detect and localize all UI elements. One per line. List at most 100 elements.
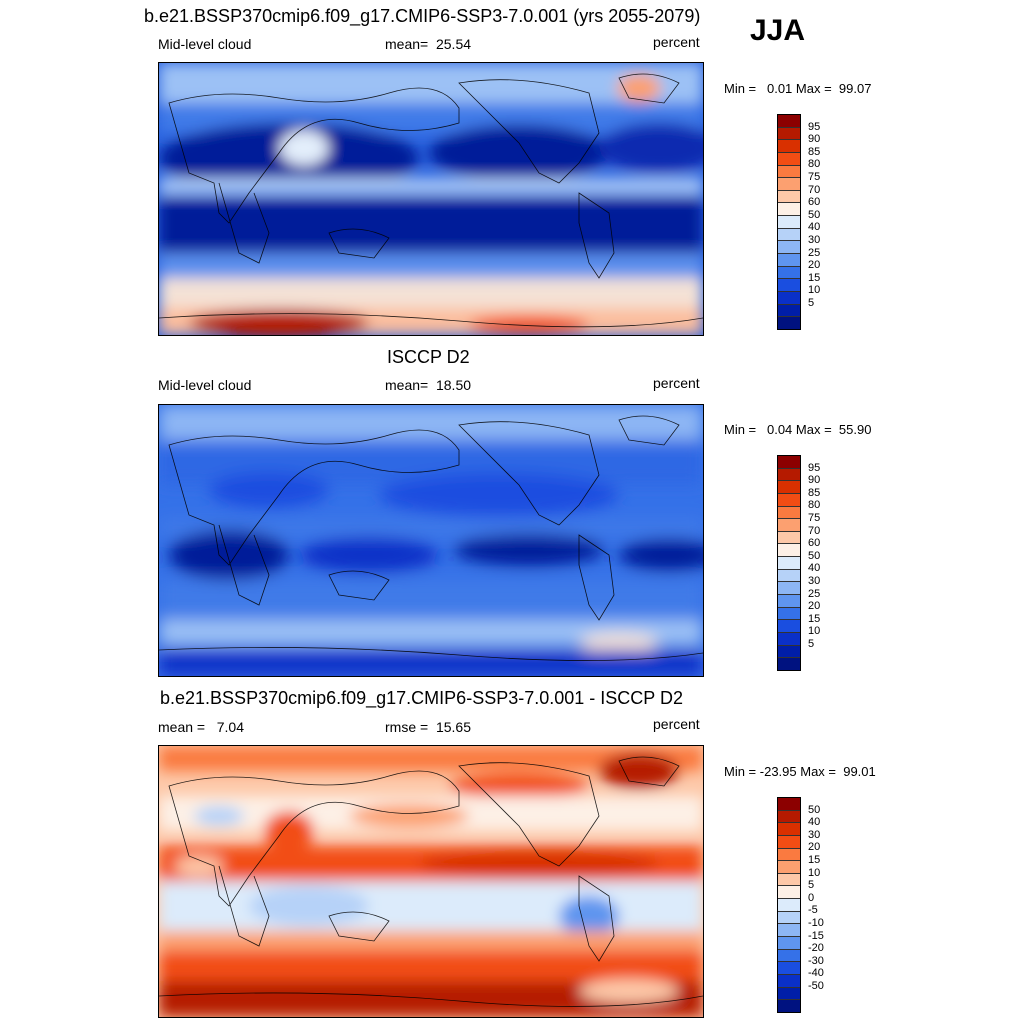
panel-1-colorbar-box: [778, 165, 800, 179]
panel-3-colorbar-box: [778, 924, 800, 938]
panel-3-colorbar-box: [778, 861, 800, 874]
panel-3-colorbar-box: [778, 798, 800, 811]
colorbar-tick-label: 60: [808, 537, 821, 550]
panel-1-mean-label: mean= 25.54: [385, 36, 472, 52]
panel-1-variable-label: Mid-level cloud: [158, 36, 252, 52]
panel-1-colorbar-box: [778, 291, 800, 305]
panel-3-colorbar-box: [778, 886, 800, 900]
colorbar-tick-label: 50: [808, 803, 821, 816]
panel-2-colorbar-box: [778, 620, 800, 633]
colorbar-tick-label: 25: [808, 246, 821, 259]
colorbar-tick-label: 10: [808, 284, 821, 297]
colorbar-tick-label: -20: [808, 942, 824, 955]
panel-1-map: [158, 62, 704, 336]
panel-3-colorbar-box: [778, 974, 800, 988]
panel-3-colorbar-box: [778, 962, 800, 975]
panel-2-colorbar-box: [778, 582, 800, 596]
panel-1-colorbar-box: [778, 241, 800, 255]
panel-1-minmax: Min = 0.01 Max = 99.07: [724, 81, 872, 96]
panel-2-colorbar-box: [778, 632, 800, 646]
colorbar-tick-label: -5: [808, 904, 818, 917]
panel-2-minmax: Min = 0.04 Max = 55.90: [724, 422, 872, 437]
colorbar-tick-label: 10: [808, 625, 821, 638]
panel-3-rmse-label: rmse = 15.65: [385, 719, 471, 735]
panel-3-colorbar-box: [778, 835, 800, 849]
panel-3-colorbar-box: [778, 873, 800, 887]
panel-2-colorbar-box: [778, 506, 800, 520]
panel-3-colorbar-box: [778, 1000, 800, 1012]
panel-2-mean-label: mean= 18.50: [385, 377, 472, 393]
panel-1-colorbar-box: [778, 304, 800, 318]
colorbar-tick-label: 70: [808, 524, 821, 537]
panel-2-units-label: percent: [653, 375, 700, 391]
colorbar-tick-label: 60: [808, 196, 821, 209]
panel-2-colorbar-box: [778, 531, 800, 545]
panel-1-colorbar: [777, 114, 801, 330]
panel-2-colorbar-box: [778, 658, 800, 670]
colorbar-tick-label: 40: [808, 816, 821, 829]
panel-3-mean-label: mean = 7.04: [158, 719, 245, 735]
panel-1-colorbar-box: [778, 127, 800, 141]
panel-1-colorbar-box: [778, 190, 800, 204]
colorbar-tick-label: 95: [808, 461, 821, 474]
panel-1-colorbar-box: [778, 140, 800, 153]
panel-3-colorbar-box: [778, 937, 800, 950]
panel-1-colorbar-box: [778, 152, 800, 166]
colorbar-tick-label: 70: [808, 183, 821, 196]
panel-1-colorbar-box: [778, 203, 800, 217]
panel-2-colorbar-box: [778, 544, 800, 558]
panel-1-colorbar-box: [778, 254, 800, 267]
panel-2-colorbar-box: [778, 557, 800, 570]
colorbar-tick-label: 5: [808, 637, 815, 650]
colorbar-tick-label: 85: [808, 145, 821, 158]
panel-3-units-label: percent: [653, 716, 700, 732]
colorbar-tick-label: 5: [808, 296, 815, 309]
panel-1-colorbar-box: [778, 115, 800, 128]
panel-3-colorbar-box: [778, 848, 800, 862]
colorbar-tick-label: 50: [808, 549, 821, 562]
colorbar-tick-label: 15: [808, 271, 821, 284]
colorbar-tick-label: 30: [808, 574, 821, 587]
panel-3-colorbar-box: [778, 899, 800, 912]
panel-2-colorbar-box: [778, 595, 800, 608]
colorbar-tick-label: -40: [808, 967, 824, 980]
colorbar-tick-label: 15: [808, 612, 821, 625]
panel-2-colorbar-box: [778, 607, 800, 621]
colorbar-tick-label: 40: [808, 221, 821, 234]
panel-2-colorbar: [777, 455, 801, 671]
colorbar-tick-label: 75: [808, 170, 821, 183]
panel-1-colorbar-box: [778, 178, 800, 191]
colorbar-tick-label: 90: [808, 474, 821, 487]
panel-3-colorbar-box: [778, 949, 800, 963]
colorbar-tick-label: -50: [808, 979, 824, 992]
colorbar-tick-label: 10: [808, 866, 821, 879]
colorbar-tick-label: 25: [808, 587, 821, 600]
panel-3-colorbar-box: [778, 810, 800, 824]
panel-3-colorbar-box: [778, 911, 800, 925]
panel-1-colorbar-box: [778, 279, 800, 292]
colorbar-tick-label: 20: [808, 259, 821, 272]
panel-2-colorbar-box: [778, 481, 800, 494]
panel-2-colorbar-box: [778, 645, 800, 659]
panel-3-colorbar: [777, 797, 801, 1013]
colorbar-tick-label: 20: [808, 841, 821, 854]
panel-3-colorbar-box: [778, 823, 800, 836]
colorbar-tick-label: 80: [808, 499, 821, 512]
panel-1-colorbar-box: [778, 228, 800, 242]
colorbar-tick-label: 75: [808, 511, 821, 524]
panel-1-colorbar-box: [778, 266, 800, 280]
panel-2-colorbar-box: [778, 519, 800, 532]
colorbar-tick-label: -15: [808, 929, 824, 942]
panel-2-colorbar-box: [778, 456, 800, 469]
colorbar-tick-label: 85: [808, 486, 821, 499]
panel-3-colorbar-box: [778, 987, 800, 1001]
colorbar-tick-label: 20: [808, 600, 821, 613]
panel-2-map: [158, 404, 704, 677]
panel-2-colorbar-box: [778, 493, 800, 507]
colorbar-tick-label: 95: [808, 120, 821, 133]
panel-1-units-label: percent: [653, 34, 700, 50]
colorbar-tick-label: 15: [808, 853, 821, 866]
colorbar-tick-label: 80: [808, 158, 821, 171]
colorbar-tick-label: 5: [808, 879, 815, 892]
panel-1-colorbar-box: [778, 317, 800, 329]
